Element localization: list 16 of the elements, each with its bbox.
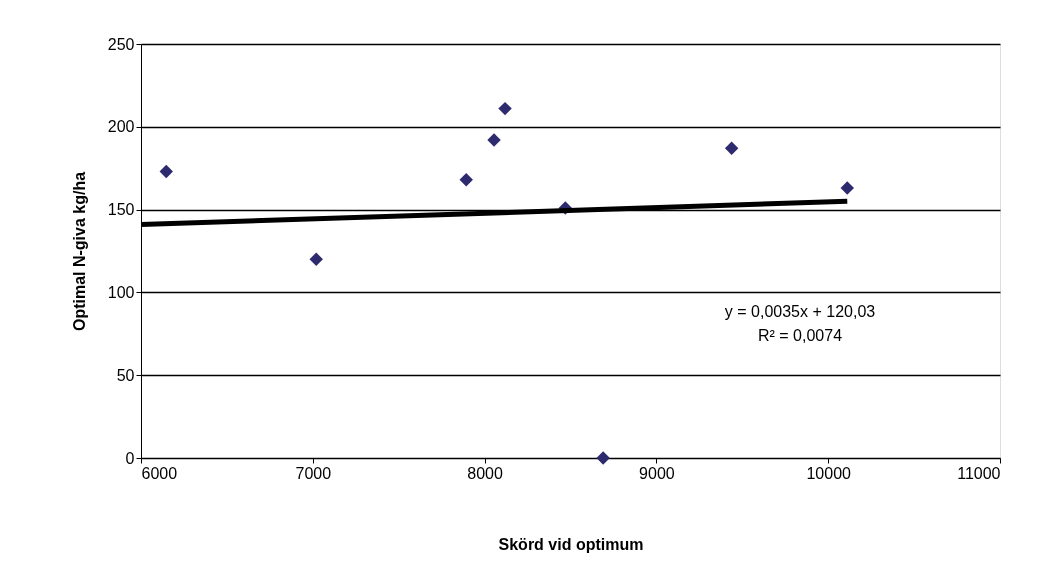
x-axis-title: Skörd vid optimum (498, 535, 644, 553)
y-tick-label: 0 (125, 449, 135, 467)
x-tick-label: 8000 (467, 464, 503, 482)
y-tick-label: 100 (107, 283, 135, 301)
y-tick-label: 250 (107, 35, 135, 53)
annotation: y = 0,0035x + 120,03 (724, 303, 876, 320)
x-tick-label: 6000 (141, 464, 178, 482)
x-tick-label: 7000 (295, 464, 332, 482)
y-tick-label: 200 (107, 118, 135, 136)
y-tick-label: 50 (116, 366, 135, 384)
annotation: R² = 0,0074 (757, 327, 843, 344)
y-axis-title: Optimal N-giva kg/ha (70, 171, 88, 332)
x-tick-label: 11000 (957, 464, 1001, 482)
x-tick-label: 10000 (806, 464, 852, 482)
x-tick-label: 9000 (639, 464, 675, 482)
y-tick-label: 150 (107, 201, 135, 219)
